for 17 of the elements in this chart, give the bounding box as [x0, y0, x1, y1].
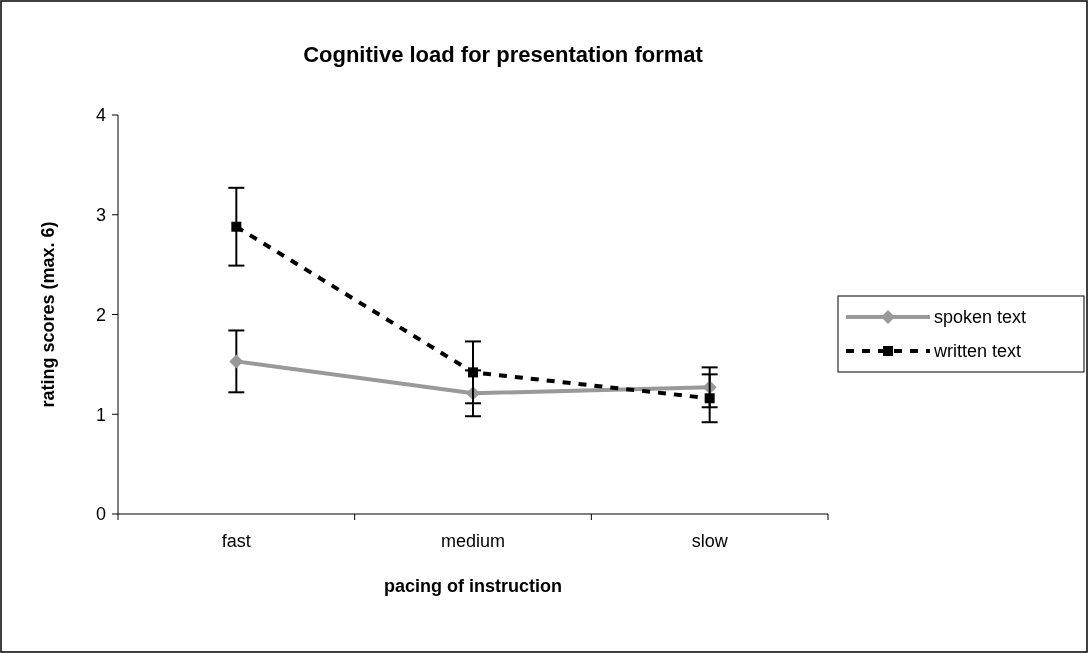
- y-tick-label: 1: [95, 404, 106, 425]
- y-axis-title: rating scores (max. 6): [38, 221, 58, 408]
- x-tick-label: medium: [440, 531, 506, 551]
- point: [229, 354, 244, 369]
- point: [704, 393, 715, 404]
- chart-title: Cognitive load for presentation format: [303, 42, 704, 67]
- y-tick-label: 0: [95, 504, 106, 525]
- x-tick-label: fast: [221, 531, 251, 551]
- legend-label: spoken text: [934, 307, 1027, 328]
- x-axis-title: pacing of instruction: [384, 576, 562, 596]
- point: [468, 367, 478, 378]
- y-tick-label: 4: [95, 105, 106, 126]
- y-tick-label: 3: [95, 205, 106, 226]
- point: [231, 221, 242, 232]
- legend-label: written text: [933, 341, 1022, 362]
- x-tick-label: slow: [691, 531, 729, 551]
- y-tick-label: 2: [95, 304, 106, 325]
